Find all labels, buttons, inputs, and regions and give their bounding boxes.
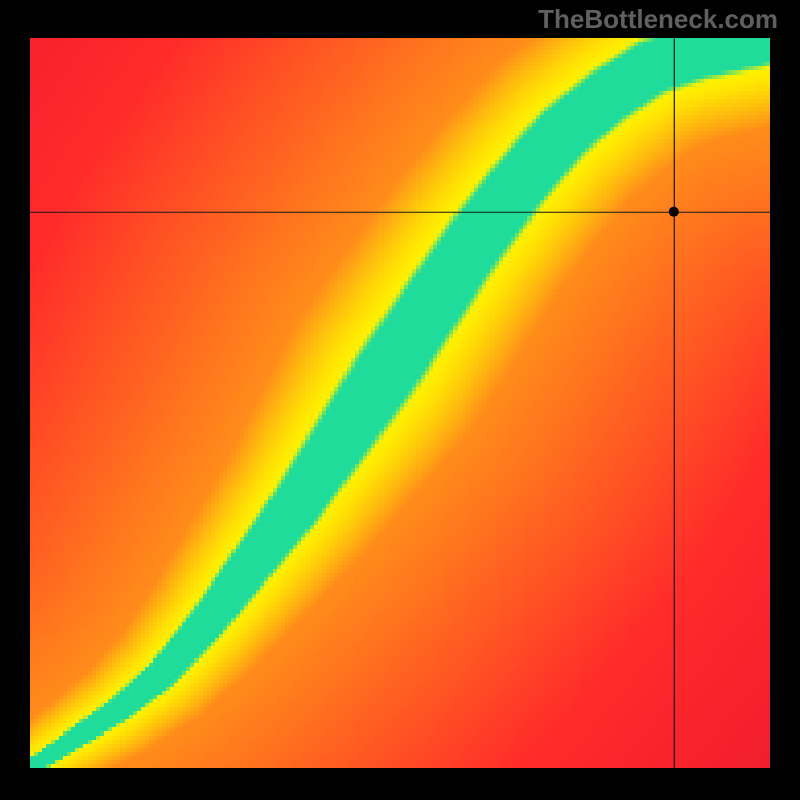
chart-container: { "watermark": { "text": "TheBottleneck.… [0,0,800,800]
crosshair-overlay [30,38,770,768]
watermark-text: TheBottleneck.com [538,4,778,35]
